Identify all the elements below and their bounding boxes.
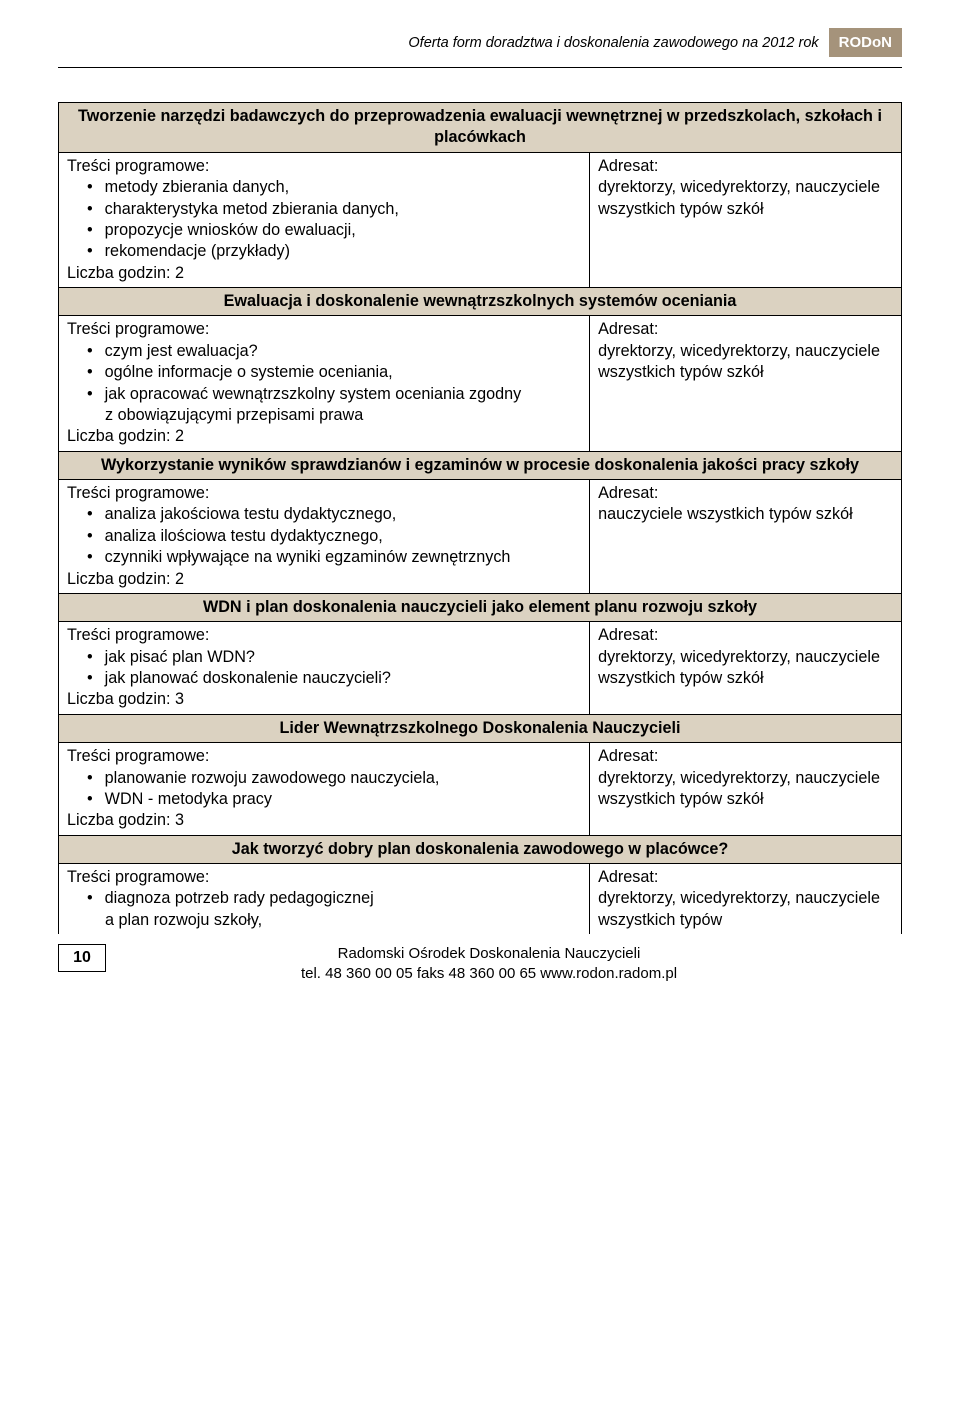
bullet-list: jak pisać plan WDN? jak planować doskona… (67, 647, 581, 690)
hours: Liczba godzin: 3 (67, 689, 581, 710)
page-header: Oferta form doradztwa i doskonalenia zaw… (58, 28, 902, 57)
left-label: Treści programowe: (67, 483, 581, 504)
right-cell: Adresat: nauczyciele wszystkich typów sz… (590, 480, 902, 594)
hours: Liczba godzin: 2 (67, 263, 581, 284)
right-body: dyrektorzy, wicedyrektorzy, nauczyciele … (598, 768, 893, 811)
list-item: jak planować doskonalenie nauczycieli? (105, 668, 581, 689)
left-cell: Treści programowe: planowanie rozwoju za… (59, 743, 590, 836)
page-number: 10 (58, 944, 106, 972)
footer-line1: Radomski Ośrodek Doskonalenia Nauczyciel… (124, 944, 854, 964)
list-item: diagnoza potrzeb rady pedagogiczneja pla… (105, 888, 581, 931)
right-label: Adresat: (598, 319, 893, 340)
left-cell: Treści programowe: analiza jakościowa te… (59, 480, 590, 594)
list-item: czynniki wpływające na wyniki egzaminów … (105, 547, 581, 568)
header-tag: RODoN (829, 28, 902, 57)
list-item: charakterystyka metod zbierania danych, (105, 199, 581, 220)
left-label: Treści programowe: (67, 867, 581, 888)
right-body: nauczyciele wszystkich typów szkół (598, 504, 893, 525)
left-cell: Treści programowe: diagnoza potrzeb rady… (59, 864, 590, 935)
list-item: czym jest ewaluacja? (105, 341, 581, 362)
header-title: Oferta form doradztwa i doskonalenia zaw… (408, 35, 818, 51)
footer-text: Radomski Ośrodek Doskonalenia Nauczyciel… (124, 944, 902, 985)
bullet-list: diagnoza potrzeb rady pedagogiczneja pla… (67, 888, 581, 931)
hours: Liczba godzin: 3 (67, 810, 581, 831)
page-footer: 10 Radomski Ośrodek Doskonalenia Nauczyc… (58, 944, 902, 985)
header-divider (58, 67, 902, 68)
section-title: Lider Wewnątrzszkolnego Doskonalenia Nau… (59, 714, 902, 742)
content-table: Tworzenie narzędzi badawczych do przepro… (58, 102, 902, 934)
list-item: analiza jakościowa testu dydaktycznego, (105, 504, 581, 525)
list-item: jak opracować wewnątrzszkolny system oce… (105, 384, 581, 427)
list-item: analiza ilościowa testu dydaktycznego, (105, 526, 581, 547)
bullet-list: czym jest ewaluacja? ogólne informacje o… (67, 341, 581, 427)
left-cell: Treści programowe: jak pisać plan WDN? j… (59, 622, 590, 715)
footer-line2: tel. 48 360 00 05 faks 48 360 00 65 www.… (124, 964, 854, 984)
right-cell: Adresat: dyrektorzy, wicedyrektorzy, nau… (590, 152, 902, 287)
list-item: metody zbierania danych, (105, 177, 581, 198)
right-label: Adresat: (598, 746, 893, 767)
list-item: rekomendacje (przykłady) (105, 241, 581, 262)
section-title: WDN i plan doskonalenia nauczycieli jako… (59, 593, 902, 621)
right-cell: Adresat: dyrektorzy, wicedyrektorzy, nau… (590, 743, 902, 836)
left-label: Treści programowe: (67, 746, 581, 767)
right-body: dyrektorzy, wicedyrektorzy, nauczyciele … (598, 647, 893, 690)
right-label: Adresat: (598, 625, 893, 646)
list-item: propozycje wniosków do ewaluacji, (105, 220, 581, 241)
bullet-list: planowanie rozwoju zawodowego nauczyciel… (67, 768, 581, 811)
left-label: Treści programowe: (67, 625, 581, 646)
list-item: ogólne informacje o systemie oceniania, (105, 362, 581, 383)
left-label: Treści programowe: (67, 156, 581, 177)
right-body: dyrektorzy, wicedyrektorzy, nauczyciele … (598, 341, 893, 384)
bullet-list: analiza jakościowa testu dydaktycznego, … (67, 504, 581, 568)
hours: Liczba godzin: 2 (67, 426, 581, 447)
right-cell: Adresat: dyrektorzy, wicedyrektorzy, nau… (590, 316, 902, 451)
section-title: Tworzenie narzędzi badawczych do przepro… (59, 103, 902, 153)
list-item: WDN - metodyka pracy (105, 789, 581, 810)
right-label: Adresat: (598, 867, 893, 888)
bullet-list: metody zbierania danych, charakterystyka… (67, 177, 581, 263)
section-title: Ewaluacja i doskonalenie wewnątrzszkolny… (59, 288, 902, 316)
left-label: Treści programowe: (67, 319, 581, 340)
left-cell: Treści programowe: metody zbierania dany… (59, 152, 590, 287)
right-cell: Adresat: dyrektorzy, wicedyrektorzy, nau… (590, 864, 902, 935)
section-title: Wykorzystanie wyników sprawdzianów i egz… (59, 451, 902, 479)
hours: Liczba godzin: 2 (67, 569, 581, 590)
right-body: dyrektorzy, wicedyrektorzy, nauczyciele … (598, 177, 893, 220)
right-body: dyrektorzy, wicedyrektorzy, nauczyciele … (598, 888, 893, 931)
right-label: Adresat: (598, 483, 893, 504)
list-item: jak pisać plan WDN? (105, 647, 581, 668)
left-cell: Treści programowe: czym jest ewaluacja? … (59, 316, 590, 451)
right-cell: Adresat: dyrektorzy, wicedyrektorzy, nau… (590, 622, 902, 715)
list-item: planowanie rozwoju zawodowego nauczyciel… (105, 768, 581, 789)
right-label: Adresat: (598, 156, 893, 177)
section-title: Jak tworzyć dobry plan doskonalenia zawo… (59, 835, 902, 863)
